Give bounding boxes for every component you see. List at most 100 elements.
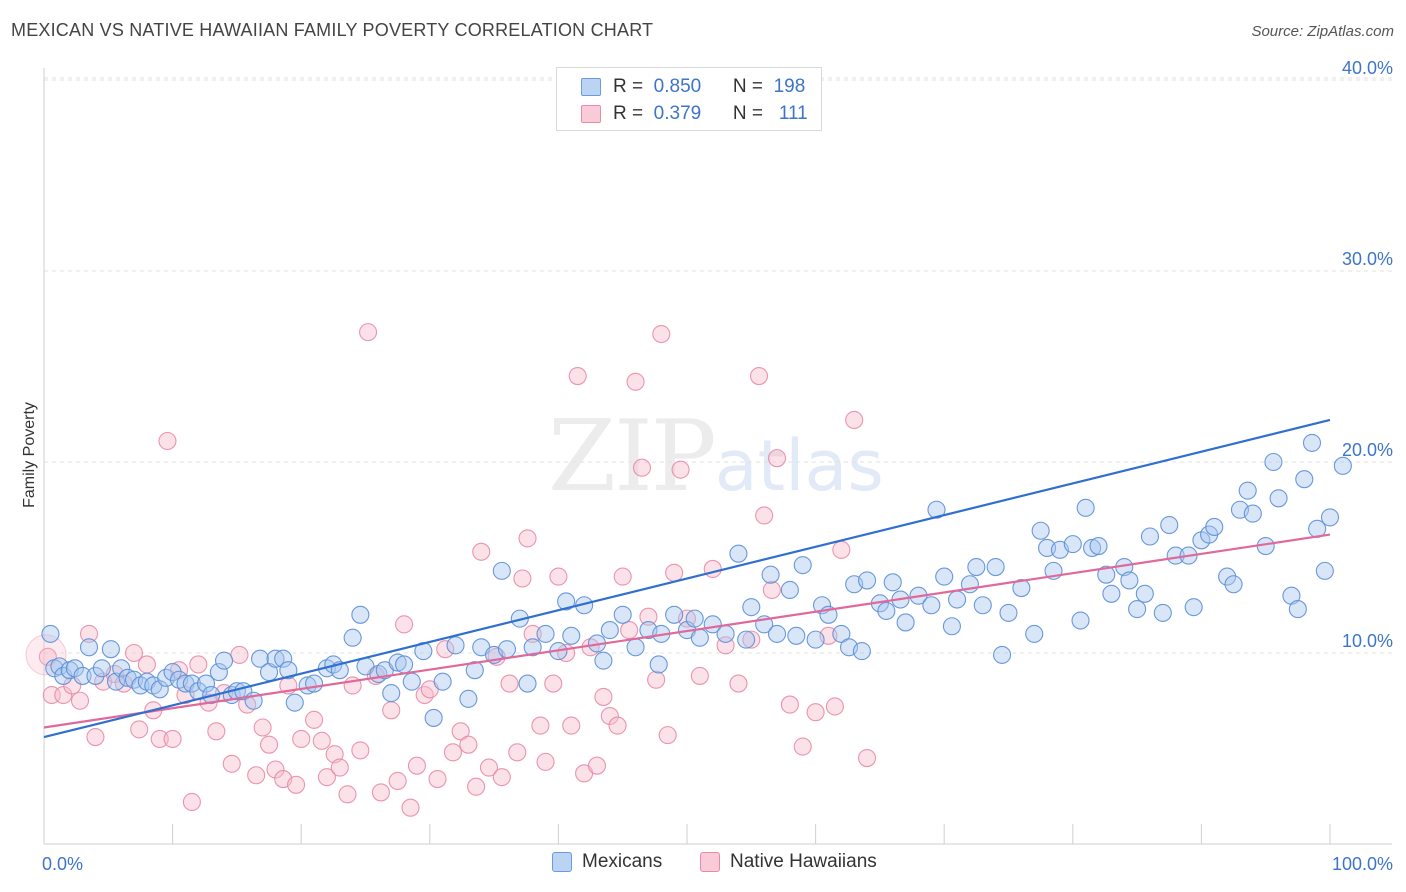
native-hawaiians-point [749,366,769,386]
mexicans-point [41,624,60,643]
mexicans-point [274,649,293,668]
mexicans-point [112,659,131,678]
mexicans-point [465,661,484,680]
mexicans-point [767,624,787,643]
mexicans-point [967,557,986,577]
legend-n-value: 111 [778,103,808,124]
mexicans-point [665,605,684,624]
mexicans-point [266,649,285,668]
native-hawaiians-point [492,768,511,787]
native-hawaiians-point [647,670,666,689]
mexicans-point [395,655,414,674]
native-hawaiians-point [359,323,378,342]
native-hawaiians-point [600,706,619,726]
native-hawaiians-point [137,655,156,674]
mexicans-point [343,628,362,647]
y-tick-label: 10.0% [1342,631,1393,651]
mexicans-point [250,649,270,668]
native-hawaiians-point [325,745,344,764]
native-hawaiians-point [549,567,568,586]
legend-row-native-hawaiians: R = 0.379 N = 111 [557,100,808,128]
mexicans-point [1025,624,1044,643]
watermark-zip: ZIP [548,400,717,514]
mexicans-point [1097,565,1116,584]
y-tick-label: 40.0% [1342,58,1393,78]
native-hawaiians-point [703,559,722,579]
y-tick-label: 30.0% [1342,249,1393,269]
native-hawaiians-point [825,697,844,716]
native-hawaiians-point [639,607,658,626]
mexicans-point [948,590,967,609]
mexicans-point [999,603,1018,622]
native-hawaiians-point [652,324,671,344]
native-hawaiians-point [312,731,331,750]
mexicans-point [305,674,324,693]
mexicans-point [883,573,902,592]
native-hawaiians-point [467,777,486,796]
mexicans-point [163,663,182,682]
native-hawaiians-point [620,621,639,640]
mexicans-point [1264,452,1283,472]
native-hawaiians-point [665,563,684,582]
mexicans-swatch [581,78,601,96]
native-hawaiians-point [587,756,607,775]
native-hawaiians-point [86,727,105,747]
native-hawaiians-point [305,710,324,729]
mexicans-point [690,628,709,647]
legend-row-mexicans: R = 0.850 N = 198 [557,73,805,101]
mexicans-point [1063,535,1082,554]
native-hawaiians-point [259,735,279,754]
native-hawaiians-point [451,722,470,741]
native-hawaiians-point [247,766,266,785]
mexicans-point [973,596,992,615]
mexicans-point [1140,527,1160,546]
native-hawaiians-point [613,567,632,586]
mexicans-point [1224,575,1243,594]
mexicans-point [1218,567,1237,586]
mexicans-point [557,592,576,611]
mexicans-point [613,605,632,624]
mexicans-point [1269,489,1288,508]
legend-n-label: N = [732,103,764,124]
mexicans-point [433,672,452,691]
mexicans-point [1102,584,1121,603]
mexicans-point [685,609,704,628]
mexicans-point [594,651,613,670]
mexicans-point [214,651,234,670]
native-hawaiians-point [150,729,169,749]
native-hawaiians-point [25,634,67,676]
native-hawaiians-point [351,741,370,760]
mexicans-point [79,638,99,657]
bottom-legend-mexicans: Mexicans [552,851,662,873]
native-hawaiians-point [536,752,555,771]
native-hawaiians-point [762,580,781,600]
mexicans-point [935,567,954,586]
mexicans-point [993,645,1012,664]
native-hawaiians-point [207,722,226,741]
native-hawaiians-point [287,775,306,794]
mexicans-point [1083,538,1102,558]
mexicans-point [459,689,478,708]
legend: R = 0.850 N = 198 R = 0.379 N = 111 [556,67,822,131]
mexicans-point [649,655,668,674]
mexicans-point [518,674,537,693]
mexicans-point [1160,515,1179,535]
native-hawaiians-point [317,768,336,787]
native-hawaiians-point [158,431,177,451]
mexicans-point [1012,579,1031,598]
chart-title: MEXICAN VS NATIVE HAWAIIAN FAMILY POVERT… [11,20,654,40]
mexicans-point [922,596,941,615]
mexicans-point [1302,433,1322,452]
mexicans-point [927,500,946,519]
mexicans-point [761,565,780,584]
mexicans-point [279,661,298,680]
mexicans-point [1295,470,1314,489]
native-hawaiians-point [767,449,787,468]
mexicans-points [41,433,1352,727]
mexicans-point [896,613,915,632]
legend-r-value: 0.850 [653,76,702,97]
native-hawaiians-swatch [581,105,601,123]
native-hawaiians-point [443,743,462,762]
native-hawaiians-point [395,615,414,634]
mexicans-point [942,617,961,636]
